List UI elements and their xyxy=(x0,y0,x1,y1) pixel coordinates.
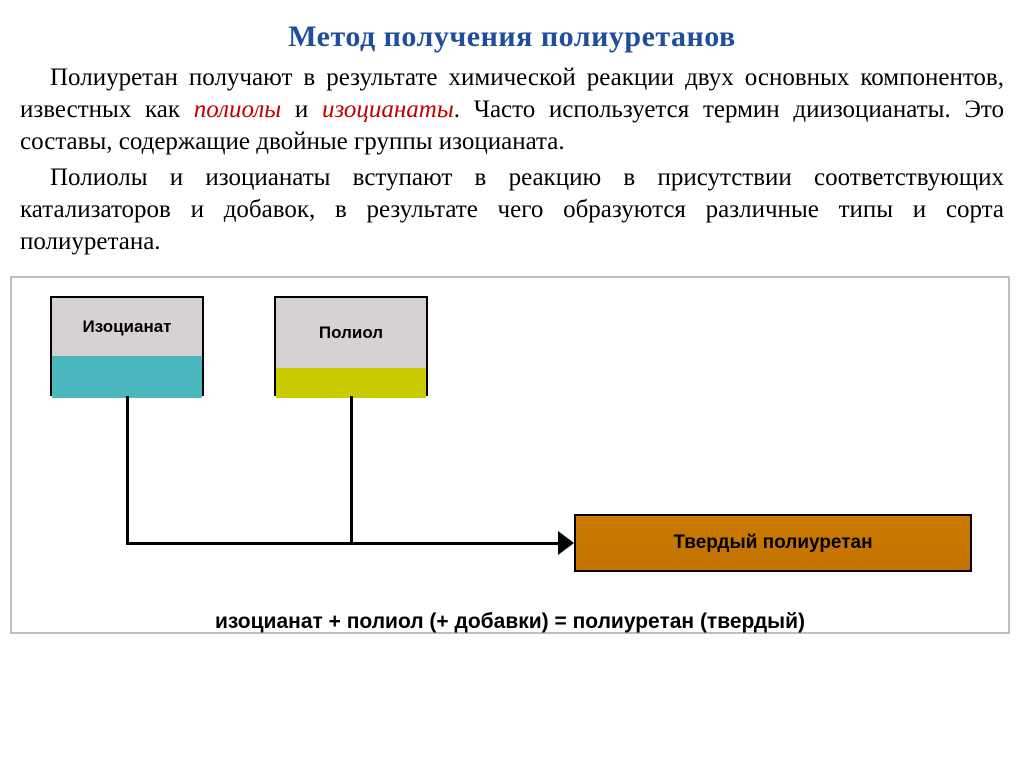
connector-horizontal xyxy=(126,542,559,545)
body-text: Полиуретан получают в результате химичес… xyxy=(0,62,1024,258)
slide: Метод получения полиуретанов Полиуретан … xyxy=(0,0,1024,767)
slide-title: Метод получения полиуретанов xyxy=(0,0,1024,62)
polyol-fill xyxy=(276,368,426,398)
p1-highlight-polyols: полиолы xyxy=(194,96,282,123)
output-box: Твердый полиуретан xyxy=(574,514,972,572)
connector-pol-vertical xyxy=(350,396,353,545)
p1-text-b: и xyxy=(281,96,322,123)
diagram-wrap: Изоцианат Полиол Твердый полиуретан изоц… xyxy=(0,276,1024,634)
equation-text: изоцианат + полиол (+ добавки) = полиуре… xyxy=(12,610,1008,634)
arrow-head-icon xyxy=(558,531,574,555)
output-label: Твердый полиуретан xyxy=(673,532,872,554)
isocyanate-label: Изоцианат xyxy=(52,298,202,356)
polyol-box: Полиол xyxy=(274,296,428,396)
process-diagram: Изоцианат Полиол Твердый полиуретан изоц… xyxy=(10,276,1010,634)
isocyanate-box: Изоцианат xyxy=(50,296,204,396)
paragraph-1: Полиуретан получают в результате химичес… xyxy=(20,62,1004,158)
isocyanate-fill xyxy=(52,356,202,398)
connector-iso-vertical xyxy=(126,396,129,545)
p1-highlight-isocyanates: изоцианаты xyxy=(322,96,454,123)
paragraph-2: Полиолы и изоцианаты вступают в реакцию … xyxy=(20,162,1004,258)
polyol-label: Полиол xyxy=(276,298,426,368)
